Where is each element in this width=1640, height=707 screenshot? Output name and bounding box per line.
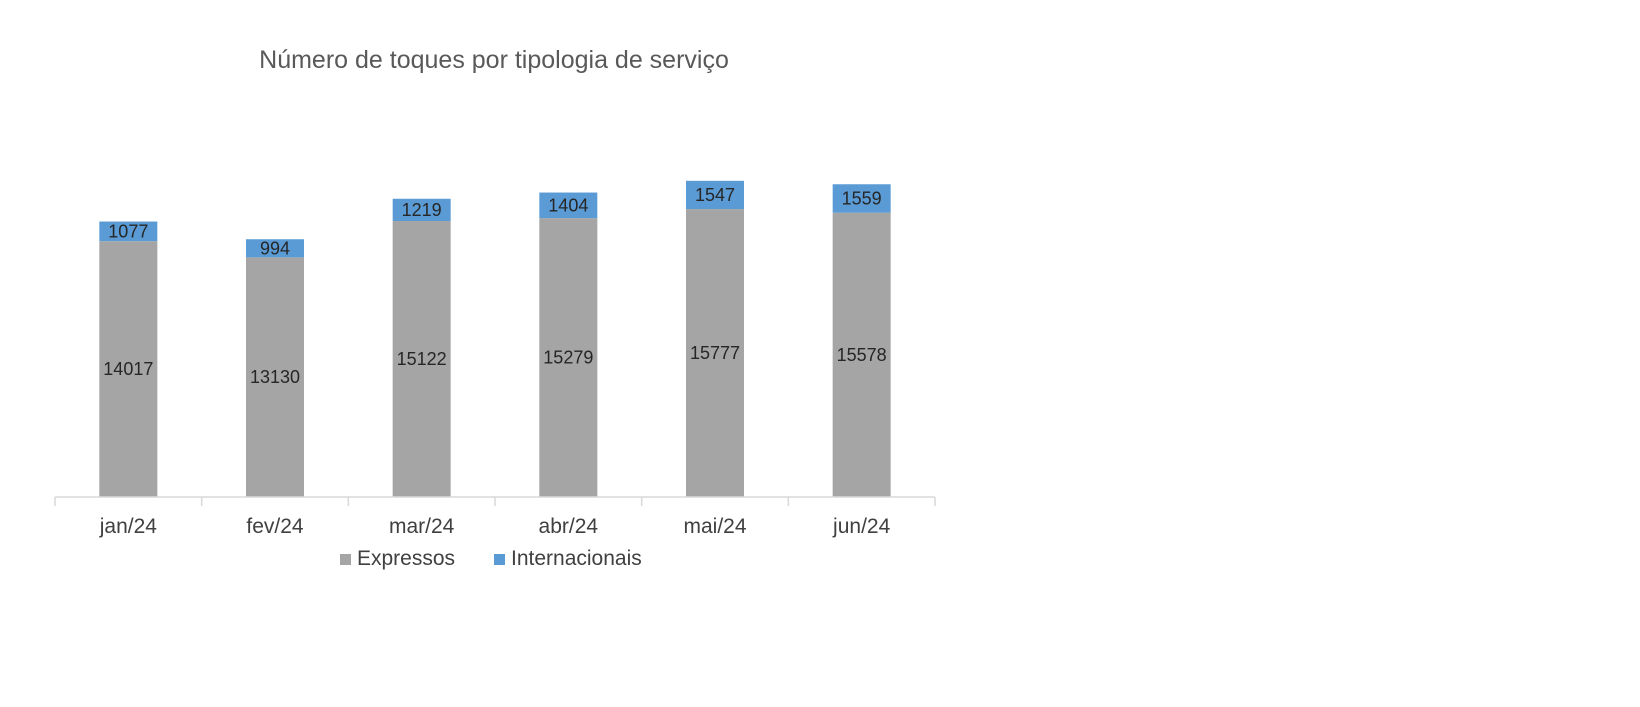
data-label-internacionais: 1547 (695, 185, 735, 205)
bar-internacionais-mai-24 (686, 180, 744, 210)
bar-expressos-mai-24 (686, 209, 744, 497)
data-label-expressos: 15578 (837, 345, 887, 365)
x-tick-label: fev/24 (246, 515, 304, 538)
legend-swatch-expressos (340, 554, 351, 565)
x-tick-label: jan/24 (99, 515, 158, 538)
bar-internacionais-abr-24 (539, 192, 598, 219)
bar-expressos-jan-24 (99, 241, 158, 497)
bar-expressos-fev-24 (246, 257, 304, 497)
chart-title: Número de toques por tipologia de serviç… (259, 46, 729, 74)
bar-internacionais-jun-24 (832, 184, 891, 213)
data-label-internacionais: 1559 (842, 188, 882, 208)
legend-label-internacionais: Internacionais (511, 547, 642, 570)
bar-internacionais-jan-24 (99, 221, 158, 242)
data-label-expressos: 15777 (690, 343, 740, 363)
data-label-expressos: 15279 (543, 348, 593, 368)
legend-swatch-internacionais (494, 554, 505, 565)
data-label-internacionais: 994 (260, 238, 290, 258)
x-tick-label: jun/24 (832, 515, 891, 538)
x-axis: jan/24 fev/24 mar/24 abr/24 mai/24 jun/24 (54, 496, 936, 538)
x-tick-label: mar/24 (389, 515, 455, 538)
plot-area: 14017 1077 13130 994 15122 1219 15279 1404 15777… (99, 180, 891, 497)
bar-expressos-abr-24 (539, 218, 598, 497)
x-tick-label: mai/24 (683, 515, 746, 538)
data-label-expressos: 14017 (103, 359, 153, 379)
bar-expressos-jun-24 (832, 212, 891, 497)
data-label-expressos: 13130 (250, 367, 300, 387)
x-tick-label: abr/24 (539, 515, 599, 538)
data-label-expressos: 15122 (397, 349, 447, 369)
bar-internacionais-mar-24 (392, 198, 451, 222)
bar-expressos-mar-24 (392, 221, 451, 497)
bar-internacionais-fev-24 (246, 239, 304, 258)
data-label-internacionais: 1404 (548, 195, 588, 215)
legend-label-expressos: Expressos (357, 547, 455, 570)
data-label-internacionais: 1219 (402, 200, 442, 220)
legend: Expressos Internacionais (340, 547, 642, 570)
data-label-internacionais: 1077 (108, 221, 148, 241)
